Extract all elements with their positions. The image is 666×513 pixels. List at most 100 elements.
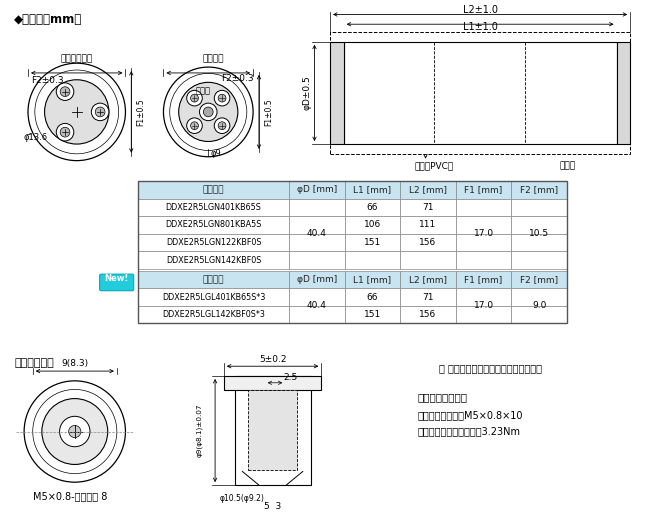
Circle shape [186, 90, 202, 106]
Bar [456, 306, 511, 323]
Text: 压力阀: 压力阀 [196, 86, 211, 95]
Text: 9.0: 9.0 [532, 301, 546, 310]
Bar [511, 251, 567, 269]
Bar [511, 181, 567, 199]
Text: 产品型号: 产品型号 [203, 185, 224, 194]
Text: 套管（PVC）: 套管（PVC） [414, 161, 454, 170]
Bar [330, 42, 344, 144]
Text: L2±1.0: L2±1.0 [463, 5, 498, 14]
Bar [138, 306, 289, 323]
Text: 螺丝紧固最大容许扭矩：3.23Nm: 螺丝紧固最大容许扭矩：3.23Nm [418, 427, 521, 437]
Bar [289, 181, 345, 199]
Text: F1 [mm]: F1 [mm] [464, 275, 503, 284]
Circle shape [45, 80, 109, 144]
Bar [289, 216, 345, 234]
Bar [345, 234, 400, 251]
Text: 40.4: 40.4 [307, 301, 327, 310]
Bar [400, 306, 456, 323]
Bar [400, 181, 456, 199]
Text: L1 [mm]: L1 [mm] [354, 275, 392, 284]
Text: 71: 71 [422, 292, 434, 302]
Text: DDXE2R5LGN142KBF0S: DDXE2R5LGN142KBF0S [166, 255, 261, 265]
Text: 5±0.2: 5±0.2 [259, 355, 286, 364]
Bar [456, 251, 511, 269]
Bar [511, 234, 567, 251]
Circle shape [59, 417, 90, 447]
Bar [289, 251, 345, 269]
Bar [400, 234, 456, 251]
Bar [456, 216, 511, 234]
Text: L2 [mm]: L2 [mm] [409, 275, 447, 284]
Text: 151: 151 [364, 238, 381, 247]
Bar [345, 306, 400, 323]
Bar [456, 288, 511, 306]
Text: 2.5: 2.5 [283, 373, 297, 382]
Text: 端子详细尺寸: 端子详细尺寸 [15, 359, 54, 368]
Circle shape [60, 127, 70, 137]
Text: φ9(φ8.1)±0.07: φ9(φ8.1)±0.07 [196, 404, 202, 457]
Circle shape [203, 107, 213, 117]
Text: 水平安装产品: 水平安装产品 [61, 55, 93, 64]
Text: 111: 111 [420, 221, 437, 229]
Circle shape [69, 425, 81, 438]
Bar [456, 234, 511, 251]
Circle shape [163, 67, 253, 157]
Circle shape [200, 103, 217, 121]
Bar [138, 271, 289, 288]
Bar [289, 288, 345, 306]
Bar [138, 251, 289, 269]
Text: F1±0.5: F1±0.5 [264, 98, 273, 126]
Text: 17.0: 17.0 [474, 229, 494, 238]
Text: F1±0.5: F1±0.5 [137, 98, 146, 126]
Text: 塑料板: 塑料板 [559, 161, 575, 170]
Circle shape [60, 87, 70, 96]
Bar [345, 199, 400, 216]
Text: φ9: φ9 [210, 149, 222, 159]
Bar [345, 181, 400, 199]
Circle shape [56, 124, 74, 141]
Bar [511, 199, 567, 216]
Bar [400, 288, 456, 306]
Circle shape [24, 381, 125, 482]
Circle shape [28, 63, 125, 161]
Text: F1 [mm]: F1 [mm] [464, 185, 503, 194]
Bar [138, 181, 289, 199]
Bar [345, 251, 400, 269]
Bar [344, 42, 617, 144]
Circle shape [190, 94, 198, 102]
Text: DDXE2R5LGN122KBF0S: DDXE2R5LGN122KBF0S [166, 238, 261, 247]
Bar [248, 389, 297, 469]
Text: 71: 71 [422, 203, 434, 212]
Circle shape [218, 122, 226, 130]
Bar [289, 271, 345, 288]
Bar [400, 271, 456, 288]
Bar [224, 376, 321, 389]
Circle shape [42, 399, 108, 464]
FancyBboxPatch shape [100, 274, 134, 291]
Text: 十字六角长螺丝：M5×0.8×10: 十字六角长螺丝：M5×0.8×10 [418, 410, 523, 420]
Text: F2±0.3: F2±0.3 [31, 76, 64, 85]
Text: DDXE2R5LGN401KB65S: DDXE2R5LGN401KB65S [166, 203, 262, 212]
Bar [289, 306, 345, 323]
Text: 17.0: 17.0 [474, 301, 494, 310]
Text: 40.4: 40.4 [307, 229, 327, 238]
Text: M5×0.8-有效深度 8: M5×0.8-有效深度 8 [33, 491, 107, 501]
Text: F2±0.3: F2±0.3 [221, 74, 254, 83]
Bar [234, 376, 310, 485]
Text: 10.5: 10.5 [529, 229, 549, 238]
Circle shape [56, 83, 74, 101]
Text: F2 [mm]: F2 [mm] [520, 185, 558, 194]
Circle shape [186, 118, 202, 133]
Circle shape [214, 118, 230, 133]
Circle shape [178, 82, 238, 142]
Text: 156: 156 [420, 310, 437, 319]
Text: L1 [mm]: L1 [mm] [354, 185, 392, 194]
Text: L2 [mm]: L2 [mm] [409, 185, 447, 194]
Bar [456, 181, 511, 199]
Bar [400, 199, 456, 216]
Circle shape [218, 94, 226, 102]
Bar [345, 271, 400, 288]
Bar [138, 199, 289, 216]
Text: 106: 106 [364, 221, 381, 229]
Bar [289, 199, 345, 216]
